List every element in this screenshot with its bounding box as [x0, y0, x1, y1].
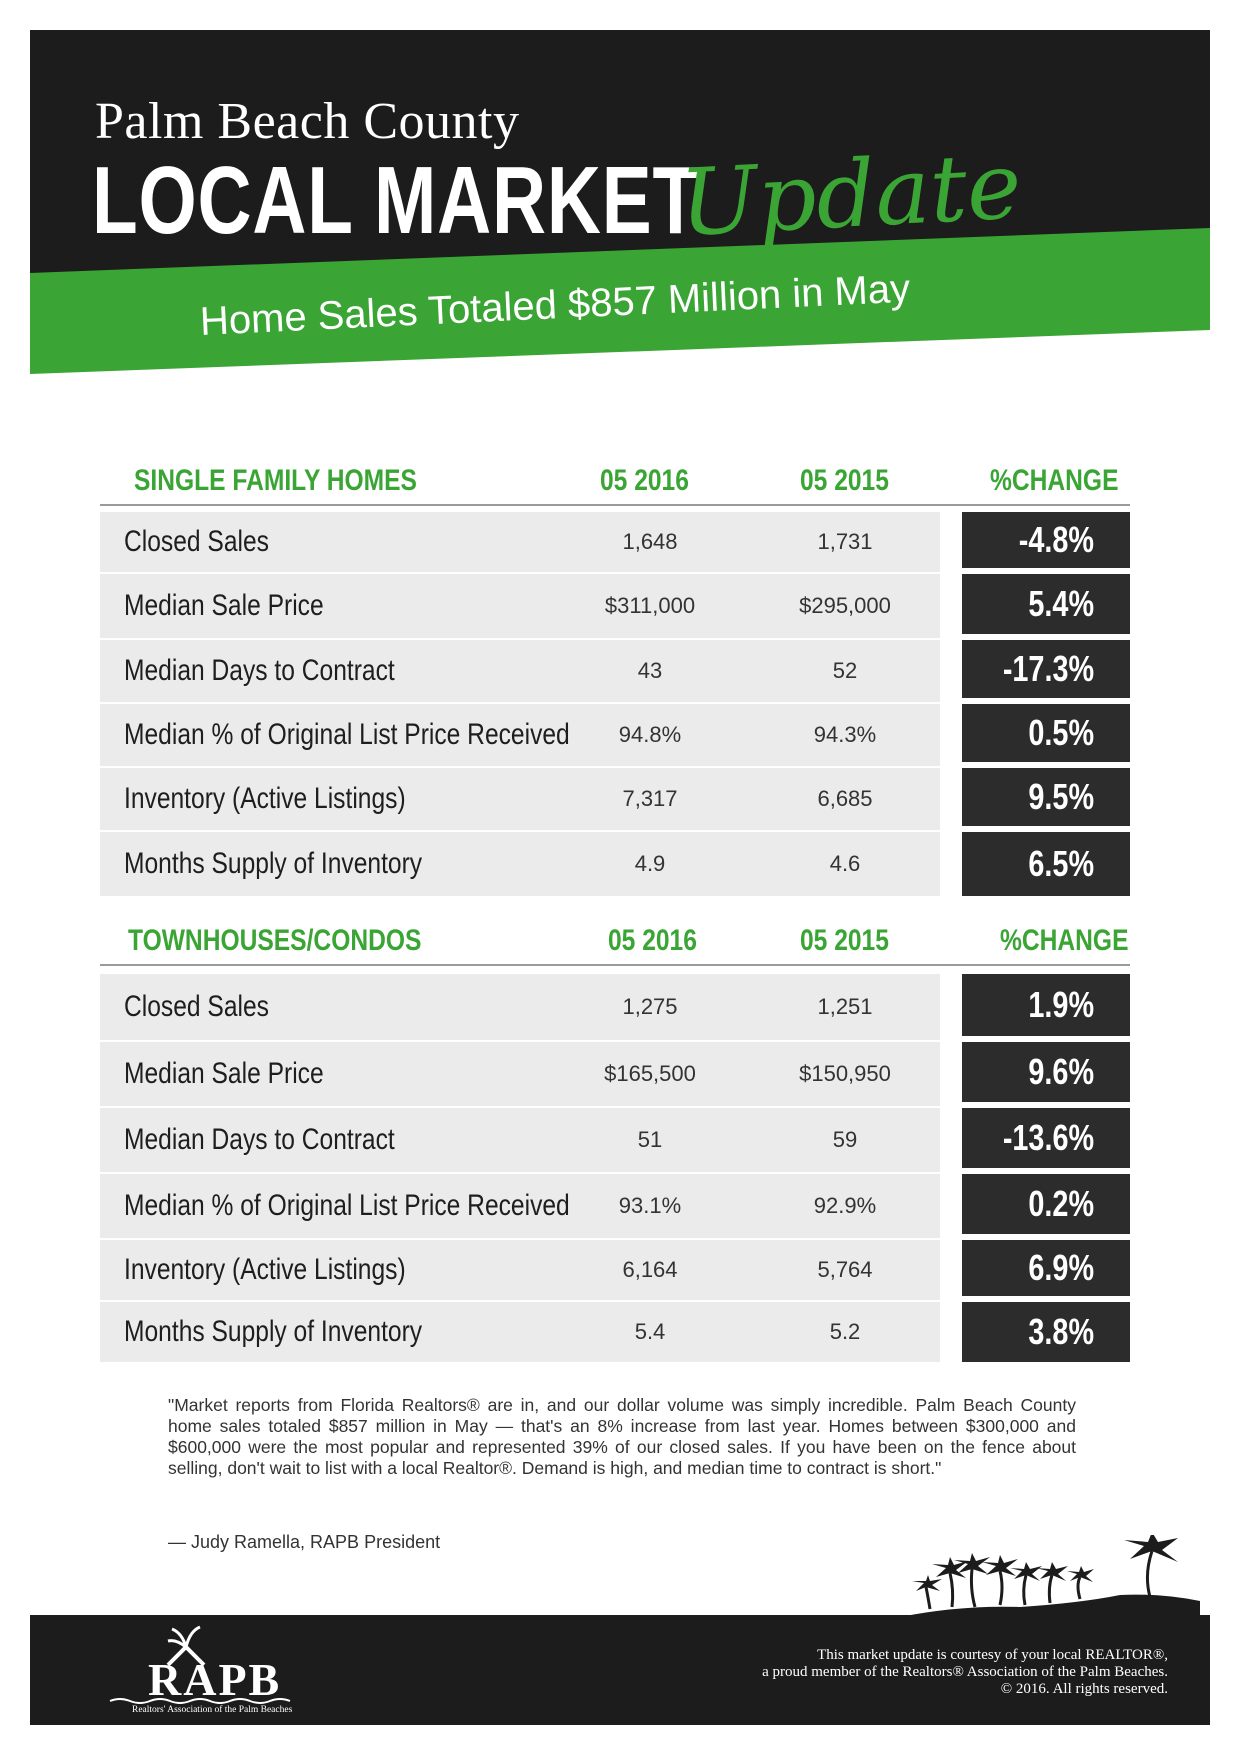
change-badge: 6.5%	[962, 832, 1130, 896]
courtesy-line: This market update is courtesy of your l…	[817, 1647, 1168, 1663]
change-value: -13.6%	[1002, 1117, 1094, 1158]
row-label: Inventory (Active Listings)	[124, 1253, 406, 1286]
table-row: Median Sale Price $311,000 $295,000 5.4%	[100, 574, 1130, 640]
value-2015: 4.6	[829, 851, 861, 876]
row-label: Median Sale Price	[124, 589, 324, 622]
table-row: Inventory (Active Listings) 7,317 6,685 …	[100, 768, 1130, 832]
county-name: Palm Beach County	[95, 93, 520, 150]
change-value: -4.8%	[1018, 519, 1094, 560]
value-2016: 94.8%	[618, 722, 682, 747]
value-2016: 5.4	[634, 1319, 666, 1344]
value-2016: 1,275	[622, 994, 678, 1019]
change-value: 1.9%	[1028, 984, 1094, 1025]
row-label: Median Days to Contract	[124, 654, 395, 687]
logo-text: RAPB	[148, 1654, 282, 1705]
value-2015: 5.2	[829, 1319, 861, 1344]
table-row: Months Supply of Inventory 5.4 5.2 3.8%	[100, 1302, 1130, 1362]
palm-trees-illustration	[900, 1535, 1200, 1617]
change-badge: 0.2%	[962, 1174, 1130, 1234]
change-value: 9.6%	[1028, 1051, 1094, 1092]
value-2016: 51	[637, 1127, 663, 1152]
change-badge: 9.5%	[962, 768, 1130, 826]
change-badge: -13.6%	[962, 1108, 1130, 1168]
section-title: TOWNHOUSES/CONDOS	[128, 924, 422, 957]
townhouses-header: TOWNHOUSES/CONDOS 05 2016 05 2015 %CHANG…	[100, 918, 1130, 966]
row-label: Inventory (Active Listings)	[124, 782, 406, 815]
title-script: Update	[677, 132, 1024, 257]
table-row: Median Days to Contract 51 59 -13.6%	[100, 1108, 1130, 1174]
value-2016: 7,317	[622, 786, 678, 811]
column-header-2015: 05 2015	[800, 464, 889, 497]
change-badge: 1.9%	[962, 974, 1130, 1036]
change-badge: 5.4%	[962, 574, 1130, 634]
column-header-change: %CHANGE	[1000, 924, 1129, 957]
courtesy-note: This market update is courtesy of your l…	[762, 1647, 1168, 1698]
value-2016: 4.9	[634, 851, 666, 876]
title-bold: LOCAL MARKET	[92, 147, 699, 254]
value-2016: 43	[637, 658, 663, 683]
value-2015: 6,685	[817, 786, 873, 811]
column-header-2015: 05 2015	[800, 924, 889, 957]
courtesy-line: a proud member of the Realtors® Associat…	[762, 1664, 1168, 1680]
change-value: 9.5%	[1028, 776, 1094, 817]
table-row: Closed Sales 1,648 1,731 -4.8%	[100, 512, 1130, 574]
value-2015: $150,950	[799, 1061, 891, 1086]
section-title: SINGLE FAMILY HOMES	[134, 464, 417, 497]
change-badge: 6.9%	[962, 1240, 1130, 1296]
row-label: Median Days to Contract	[124, 1123, 395, 1156]
value-2016: 6,164	[622, 1257, 678, 1282]
change-value: 0.5%	[1028, 712, 1094, 753]
value-2015: 92.9%	[813, 1193, 877, 1218]
value-2015: 59	[832, 1127, 858, 1152]
row-label: Median % of Original List Price Received	[124, 1189, 570, 1222]
change-value: 6.9%	[1028, 1247, 1094, 1288]
rapb-logo-mark	[109, 1625, 291, 1704]
row-label: Months Supply of Inventory	[124, 1315, 423, 1348]
row-label: Closed Sales	[124, 990, 269, 1023]
value-2015: 5,764	[817, 1257, 873, 1282]
row-label: Median Sale Price	[124, 1057, 324, 1090]
value-2016: 1,648	[622, 529, 678, 554]
value-2016: $165,500	[604, 1061, 696, 1086]
change-value: 5.4%	[1028, 583, 1094, 624]
change-badge: -4.8%	[962, 512, 1130, 568]
table-row: Median Days to Contract 43 52 -17.3%	[100, 640, 1130, 704]
value-2015: 1,731	[817, 529, 873, 554]
change-value: 0.2%	[1028, 1183, 1094, 1224]
row-label: Median % of Original List Price Received	[124, 718, 570, 751]
single-family-header: SINGLE FAMILY HOMES 05 2016 05 2015 %CHA…	[100, 458, 1130, 506]
change-badge: 3.8%	[962, 1302, 1130, 1362]
copyright: © 2016. All rights reserved.	[1000, 1681, 1168, 1697]
change-value: 3.8%	[1028, 1311, 1094, 1352]
column-header-2016: 05 2016	[600, 464, 689, 497]
value-2015: 1,251	[817, 994, 873, 1019]
change-badge: -17.3%	[962, 640, 1130, 698]
column-header-change: %CHANGE	[990, 464, 1119, 497]
table-row: Median % of Original List Price Received…	[100, 1174, 1130, 1240]
row-label: Months Supply of Inventory	[124, 847, 423, 880]
value-2015: $295,000	[799, 593, 891, 618]
president-quote: "Market reports from Florida Realtors® a…	[168, 1395, 1076, 1478]
value-2015: 94.3%	[813, 722, 877, 747]
change-badge: 0.5%	[962, 704, 1130, 762]
value-2016: $311,000	[604, 593, 696, 618]
change-value: 6.5%	[1028, 843, 1094, 884]
table-row: Inventory (Active Listings) 6,164 5,764 …	[100, 1240, 1130, 1302]
table-row: Median Sale Price $165,500 $150,950 9.6%	[100, 1042, 1130, 1108]
row-label: Closed Sales	[124, 525, 269, 558]
change-badge: 9.6%	[962, 1042, 1130, 1102]
logo-subtitle: Realtors' Association of the Palm Beache…	[132, 1705, 293, 1715]
table-row: Months Supply of Inventory 4.9 4.6 6.5%	[100, 832, 1130, 896]
value-2016: 93.1%	[618, 1193, 682, 1218]
quote-author: — Judy Ramella, RAPB President	[168, 1532, 441, 1552]
column-header-2016: 05 2016	[608, 924, 697, 957]
rapb-logo: RAPB Realtors' Association of the Palm B…	[90, 1623, 320, 1715]
change-value: -17.3%	[1002, 648, 1094, 689]
table-row: Median % of Original List Price Received…	[100, 704, 1130, 768]
footer-banner: RAPB Realtors' Association of the Palm B…	[30, 1615, 1210, 1725]
table-row: Closed Sales 1,275 1,251 1.9%	[100, 974, 1130, 1042]
value-2015: 52	[832, 658, 858, 683]
